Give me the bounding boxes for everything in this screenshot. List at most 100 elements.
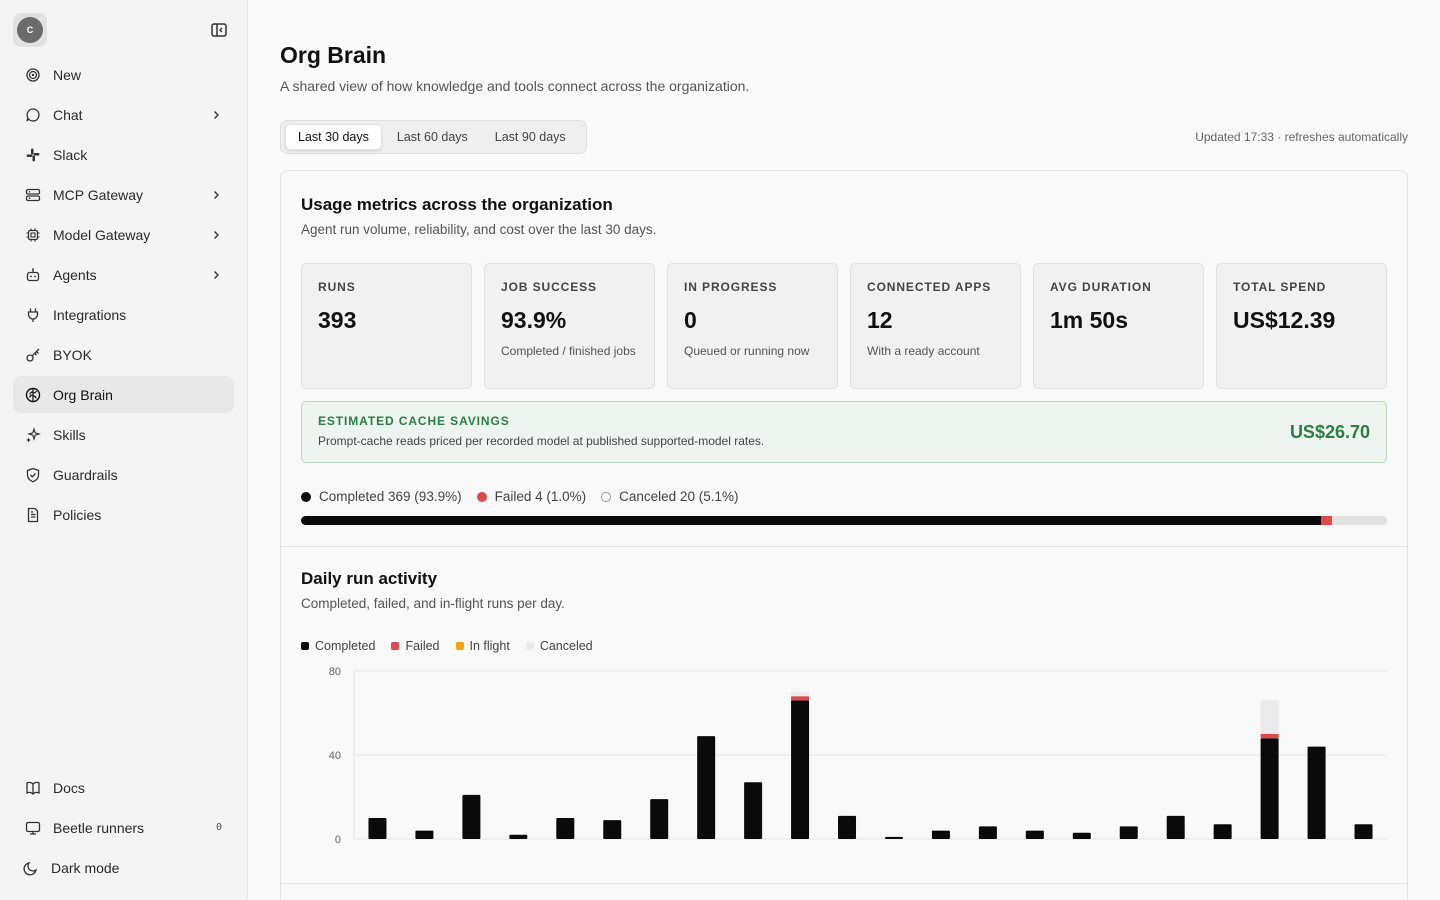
chart-legend-item: Completed: [301, 639, 375, 653]
sidebar-item-label: Agents: [53, 266, 97, 283]
bar-failed: [791, 696, 810, 701]
x-tick-label: 04: [1217, 850, 1229, 851]
chart-legend: Completed Failed In flight Canceled: [301, 639, 609, 653]
sidebar-item-guardrails[interactable]: Guardrails: [13, 456, 234, 493]
usage-subtitle: Agent run volume, reliability, and cost …: [301, 222, 657, 237]
metric-value: US$12.39: [1233, 307, 1336, 333]
sidebar: C New Chat Slack MCP Gateway Model Gateway Ag…: [0, 0, 248, 900]
x-tick-label: 09: [371, 850, 383, 851]
metric-card-in-progress: IN PROGRESS 0 Queued or running now: [667, 263, 838, 389]
legend-swatch: [525, 642, 534, 650]
metric-label: AVG DURATION: [1050, 280, 1152, 294]
outcome-legend: Completed 369 (93.9%) Failed 4 (1.0%) Canc…: [301, 489, 753, 504]
metric-card-total-spend: TOTAL SPEND US$12.39: [1216, 263, 1387, 389]
chevron-right-icon[interactable]: [210, 109, 222, 121]
page-title: Org Brain: [280, 42, 387, 68]
metric-value: 12: [867, 307, 893, 333]
bar-completed: [838, 815, 857, 839]
sidebar-item-skills[interactable]: Skills: [13, 416, 234, 453]
outcome-legend-item: Failed 4 (1.0%): [476, 489, 586, 504]
sidebar-item-org-brain[interactable]: Org Brain: [13, 376, 234, 413]
collapse-sidebar-button[interactable]: [208, 20, 230, 40]
dark-mode-label: Dark mode: [51, 859, 120, 876]
x-tick-label: 17: [747, 850, 759, 851]
savings-note: Prompt-cache reads priced per recorded m…: [318, 434, 765, 448]
sidebar-item-policies[interactable]: Policies: [13, 496, 234, 533]
chart-legend-item: Failed: [391, 639, 440, 653]
tab-range-last-90-days[interactable]: Last 90 days: [494, 130, 566, 144]
legend-dot: [301, 491, 311, 502]
sidebar-item-label: Slack: [53, 146, 88, 163]
robot-icon: [25, 267, 41, 283]
brain-icon: [25, 387, 41, 403]
sidebar-item-byok[interactable]: BYOK: [13, 336, 234, 373]
sidebar-item-beetle-runners[interactable]: Beetle runners 0: [13, 809, 234, 846]
metric-card-runs: RUNS 393: [301, 263, 472, 389]
sidebar-item-mcp-gateway[interactable]: MCP Gateway: [13, 176, 234, 213]
updated-status: Updated 17:33 · refreshes automatically: [1195, 130, 1408, 144]
chart-legend-item: Canceled: [525, 639, 593, 653]
sidebar-item-chat[interactable]: Chat: [13, 96, 234, 133]
sidebar-item-new[interactable]: New: [13, 56, 234, 93]
chevron-right-icon[interactable]: [210, 229, 222, 241]
server-icon: [25, 187, 41, 203]
chip-icon: [25, 227, 41, 243]
sidebar-item-model-gateway[interactable]: Model Gateway: [13, 216, 234, 253]
chevron-right-icon[interactable]: [210, 189, 222, 201]
metric-label: IN PROGRESS: [684, 280, 778, 294]
sidebar-bottom: Docs Beetle runners 0 Dark mode: [13, 769, 234, 889]
bar-completed: [1260, 738, 1279, 839]
metric-card-job-success: JOB SUCCESS 93.9% Completed / finished job…: [484, 263, 655, 389]
tab-range-last-30-days[interactable]: Last 30 days: [285, 124, 382, 150]
legend-label: In flight: [469, 639, 510, 653]
metrics-row: RUNS 393 JOB SUCCESS 93.9% Completed / finis…: [301, 263, 1387, 389]
bar-completed: [1072, 832, 1091, 839]
metric-note: Completed / finished jobs: [501, 344, 636, 358]
y-tick-label: 0: [335, 834, 341, 846]
sidebar-item-label: Guardrails: [53, 466, 118, 483]
sidebar-item-label: MCP Gateway: [53, 186, 143, 203]
slack-icon: [25, 147, 41, 163]
sidebar-item-label: New: [53, 66, 82, 83]
chevron-right-icon[interactable]: [210, 269, 222, 281]
usage-title: Usage metrics across the organization: [301, 195, 613, 214]
sidebar-item-agents[interactable]: Agents: [13, 256, 234, 293]
sidebar-item-integrations[interactable]: Integrations: [13, 296, 234, 333]
bar-completed: [931, 830, 950, 839]
bar-completed: [650, 799, 669, 839]
runners-count-badge: 0: [215, 822, 222, 833]
sidebar-item-label: Chat: [53, 106, 83, 123]
sidebar-toggle-icon: [211, 23, 227, 37]
x-tick-label: 06: [1310, 850, 1322, 851]
sidebar-item-docs[interactable]: Docs: [13, 769, 234, 806]
bar-completed: [509, 834, 528, 839]
metric-note: With a ready account: [867, 344, 980, 358]
key-icon: [25, 347, 41, 363]
usage-card: Usage metrics across the organization Ag…: [280, 170, 1408, 900]
x-tick-label: 11: [466, 850, 477, 851]
tab-range-last-60-days[interactable]: Last 60 days: [396, 130, 468, 144]
section-divider-bottom: [281, 883, 1407, 884]
legend-label: Completed: [315, 639, 376, 653]
bar-canceled: [1260, 700, 1279, 734]
activity-title: Daily run activity: [301, 569, 438, 588]
bar-completed: [368, 818, 387, 839]
legend-swatch: [301, 642, 309, 650]
chart-legend-item: In flight: [455, 639, 510, 653]
bar-completed: [791, 700, 810, 839]
x-tick-label: 13: [559, 850, 571, 851]
progress-segment: [1331, 516, 1387, 525]
savings-label: ESTIMATED CACHE SAVINGS: [318, 414, 510, 428]
outcome-progress-bar: [301, 516, 1387, 525]
bar-completed: [415, 830, 434, 839]
moon-icon: [23, 860, 39, 876]
sidebar-item-label: Policies: [53, 506, 102, 523]
workspace-avatar[interactable]: C: [13, 13, 47, 47]
sidebar-item-slack[interactable]: Slack: [13, 136, 234, 173]
progress-segment: [1320, 516, 1332, 525]
outcome-legend-item: Completed 369 (93.9%): [301, 489, 462, 504]
legend-label: Failed: [405, 639, 440, 653]
chat-icon: [25, 107, 41, 123]
bar-completed: [1213, 824, 1232, 839]
dark-mode-toggle[interactable]: Dark mode: [13, 849, 234, 886]
